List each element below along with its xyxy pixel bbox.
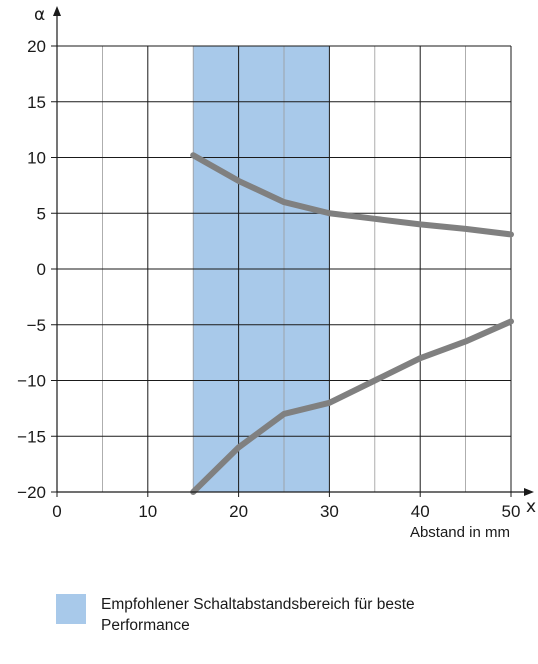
y-tick-label: −5 xyxy=(27,316,46,335)
x-tick-label: 50 xyxy=(502,502,521,521)
y-tick-label: 0 xyxy=(37,260,46,279)
y-tick-label: 15 xyxy=(27,93,46,112)
y-tick-label: 10 xyxy=(27,149,46,168)
legend: Empfohlener Schaltabstandsbereich für be… xyxy=(56,594,496,664)
x-axis-symbol: x xyxy=(526,497,536,517)
series-line-2 xyxy=(190,318,514,495)
y-axis-arrow xyxy=(53,6,61,16)
x-tick-label: 30 xyxy=(320,502,339,521)
grid-layer xyxy=(57,45,512,492)
axis-layer xyxy=(51,6,534,497)
x-tick-label: 40 xyxy=(411,502,430,521)
x-tick-label: 10 xyxy=(138,502,157,521)
x-tick-label: 20 xyxy=(229,502,248,521)
series-layer xyxy=(190,152,514,495)
x-axis-label: Abstand in mm xyxy=(410,524,510,541)
y-tick-label: −10 xyxy=(17,372,46,391)
x-tick-label: 0 xyxy=(52,502,61,521)
legend-swatch xyxy=(56,594,86,624)
legend-label: Empfohlener Schaltabstandsbereich für be… xyxy=(101,596,415,634)
series-line-1 xyxy=(190,152,514,238)
x-axis-arrow xyxy=(524,488,534,496)
y-tick-label: 20 xyxy=(27,37,46,56)
y-tick-label: −20 xyxy=(17,483,46,502)
y-axis-symbol: α xyxy=(34,5,45,25)
y-tick-label: −15 xyxy=(17,427,46,446)
y-tick-label: 5 xyxy=(37,204,46,223)
